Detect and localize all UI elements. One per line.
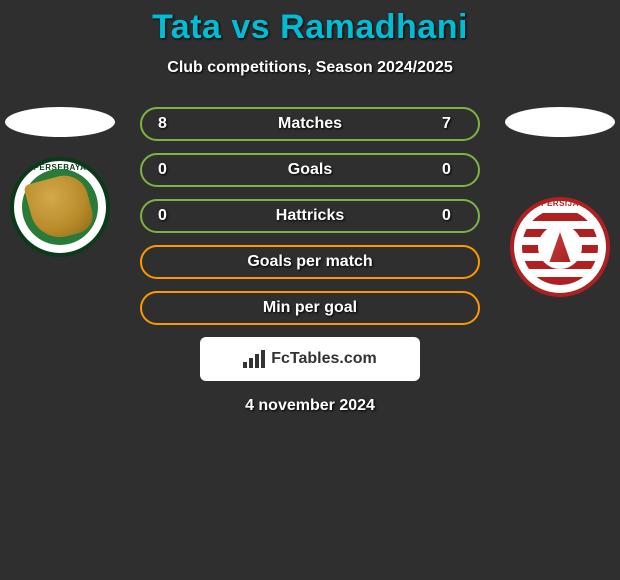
subtitle: Club competitions, Season 2024/2025 bbox=[0, 59, 620, 77]
stat-row-hattricks: 0 Hattricks 0 bbox=[140, 199, 480, 233]
stats-area: PERSEBAYA PERSIJA 8 Matches 7 0 Goals bbox=[0, 107, 620, 415]
right-crest-icon bbox=[522, 209, 598, 285]
left-team-crest: PERSEBAYA bbox=[10, 157, 110, 257]
bars-icon bbox=[243, 350, 265, 368]
right-team-crest: PERSIJA bbox=[510, 197, 610, 297]
stat-right-value: 7 bbox=[442, 115, 462, 133]
right-team-column: PERSIJA bbox=[500, 107, 620, 297]
page-title: Tata vs Ramadhani bbox=[0, 8, 620, 47]
left-player-oval bbox=[5, 107, 115, 137]
right-crest-label: PERSIJA bbox=[541, 199, 579, 208]
left-team-column: PERSEBAYA bbox=[0, 107, 120, 257]
stat-rows: 8 Matches 7 0 Goals 0 0 Hattricks 0 Goal… bbox=[140, 107, 480, 325]
stat-row-min-per-goal: Min per goal bbox=[140, 291, 480, 325]
stat-left-value: 0 bbox=[158, 207, 178, 225]
stat-row-matches: 8 Matches 7 bbox=[140, 107, 480, 141]
right-crest-center-icon bbox=[538, 225, 582, 269]
stat-label: Goals bbox=[288, 161, 332, 179]
watermark-text: FcTables.com bbox=[271, 350, 377, 368]
stat-left-value: 8 bbox=[158, 115, 178, 133]
stat-label: Min per goal bbox=[263, 299, 357, 317]
stat-label: Hattricks bbox=[276, 207, 344, 225]
date-label: 4 november 2024 bbox=[0, 397, 620, 415]
stat-left-value: 0 bbox=[158, 161, 178, 179]
stat-right-value: 0 bbox=[442, 207, 462, 225]
stat-row-goals-per-match: Goals per match bbox=[140, 245, 480, 279]
left-crest-icon bbox=[22, 169, 98, 245]
watermark-badge: FcTables.com bbox=[200, 337, 420, 381]
stat-label: Goals per match bbox=[247, 253, 372, 271]
stat-row-goals: 0 Goals 0 bbox=[140, 153, 480, 187]
stat-label: Matches bbox=[278, 115, 342, 133]
right-player-oval bbox=[505, 107, 615, 137]
stat-right-value: 0 bbox=[442, 161, 462, 179]
comparison-card: Tata vs Ramadhani Club competitions, Sea… bbox=[0, 0, 620, 415]
